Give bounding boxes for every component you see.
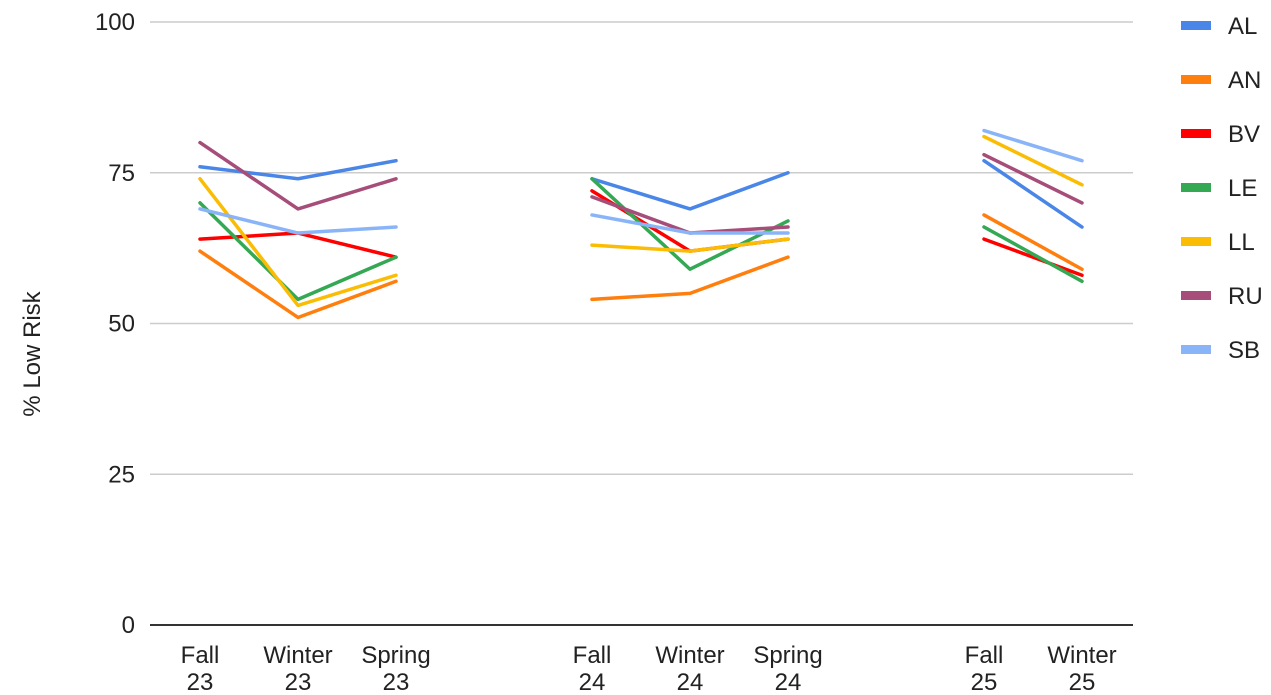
x-tick-label-line1: Winter — [655, 642, 724, 669]
series-line-segment — [590, 213, 790, 235]
series-line-segment — [590, 177, 790, 271]
x-tick-label-line1: Spring — [361, 642, 430, 669]
y-tick-label: 25 — [108, 461, 135, 488]
y-tick-label: 50 — [108, 311, 135, 338]
y-tick-label: 75 — [108, 160, 135, 187]
legend-item-sb: SB — [1181, 337, 1260, 364]
y-tick-label: 0 — [122, 612, 135, 639]
x-tick-label-line1: Fall — [181, 642, 220, 669]
legend: AL AN BV LE LL RU SB — [1181, 13, 1263, 364]
legend-swatch — [1181, 237, 1211, 246]
x-tick-label-line2: 24 — [775, 669, 802, 695]
series-line-segment — [198, 249, 398, 320]
series-line-segment — [198, 158, 398, 181]
series-line-segment — [982, 237, 1084, 278]
legend-label: AN — [1228, 67, 1261, 94]
series-ll — [198, 134, 1084, 308]
legend-label: LL — [1228, 229, 1255, 256]
x-tick-label-line2: 23 — [383, 669, 410, 695]
series-line-segment — [590, 171, 790, 211]
series-line-segment — [982, 225, 1084, 284]
legend-label: SB — [1228, 337, 1260, 364]
legend-swatch — [1181, 291, 1211, 300]
series-line-segment — [198, 140, 398, 211]
series-line-segment — [982, 128, 1084, 163]
legend-item-bv: BV — [1181, 121, 1260, 148]
legend-swatch — [1181, 345, 1211, 354]
series-line-segment — [198, 201, 398, 302]
series-line-segment — [982, 134, 1084, 187]
x-axis-ticks: Fall23Winter23Spring23Fall24Winter24Spri… — [181, 642, 1117, 695]
series-line-segment — [590, 237, 790, 253]
legend-item-an: AN — [1181, 67, 1261, 94]
series-line-segment — [982, 152, 1084, 205]
legend-label: LE — [1228, 175, 1257, 202]
x-tick-label-line2: 23 — [285, 669, 312, 695]
legend-item-ll: LL — [1181, 229, 1255, 256]
legend-item-ru: RU — [1181, 283, 1263, 310]
legend-label: AL — [1228, 13, 1257, 40]
legend-swatch — [1181, 75, 1211, 84]
series-sb — [198, 128, 1084, 235]
gridlines — [150, 21, 1133, 626]
x-tick-label-line1: Fall — [573, 642, 612, 669]
series-an — [198, 213, 1084, 320]
series-line-segment — [590, 195, 790, 235]
x-tick-label-line1: Spring — [753, 642, 822, 669]
y-axis-label: % Low Risk — [19, 290, 46, 416]
series-al — [198, 158, 1084, 229]
series-line-segment — [198, 177, 398, 308]
series-bv — [198, 189, 1084, 278]
x-tick-label-line2: 24 — [677, 669, 704, 695]
x-tick-label-line1: Winter — [1047, 642, 1116, 669]
y-tick-label: 100 — [95, 9, 135, 36]
legend-label: RU — [1228, 283, 1263, 310]
x-tick-label-line2: 23 — [187, 669, 214, 695]
series-line-segment — [982, 158, 1084, 229]
series-line-segment — [198, 231, 398, 259]
legend-swatch — [1181, 183, 1211, 192]
series-line-segment — [982, 213, 1084, 271]
series-lines — [198, 128, 1084, 320]
x-tick-label-line1: Fall — [965, 642, 1004, 669]
legend-swatch — [1181, 129, 1211, 138]
legend-item-le: LE — [1181, 175, 1257, 202]
x-tick-label-line2: 25 — [971, 669, 998, 695]
legend-item-al: AL — [1181, 13, 1257, 40]
x-tick-label-line2: 25 — [1069, 669, 1096, 695]
series-line-segment — [590, 255, 790, 302]
legend-swatch — [1181, 21, 1211, 30]
legend-label: BV — [1228, 121, 1260, 148]
series-line-segment — [198, 207, 398, 235]
y-axis-ticks: 0 25 50 75 100 — [95, 9, 135, 639]
x-tick-label-line1: Winter — [263, 642, 332, 669]
x-tick-label-line2: 24 — [579, 669, 606, 695]
